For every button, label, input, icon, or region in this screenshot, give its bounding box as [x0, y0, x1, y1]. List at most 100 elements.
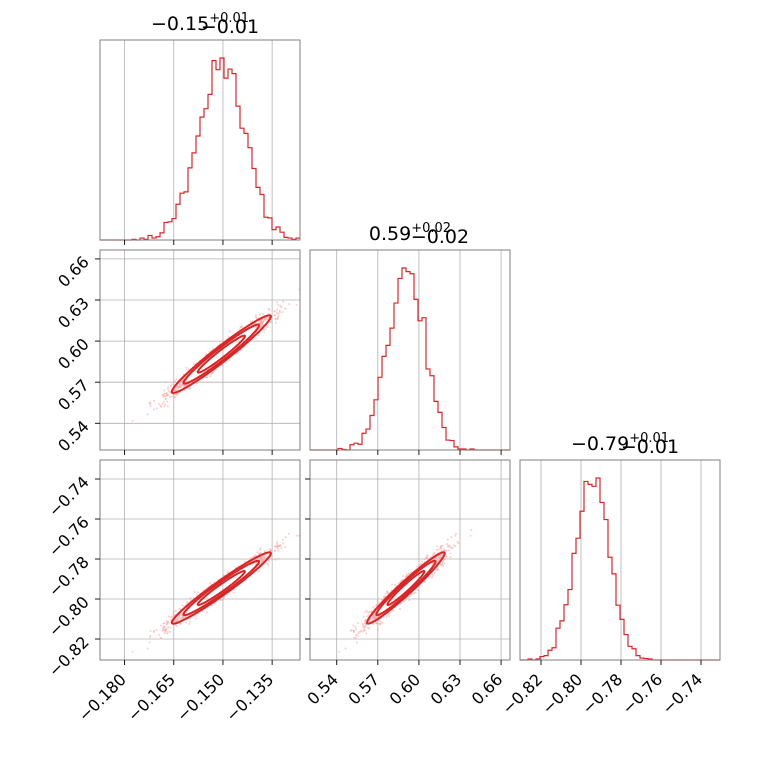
sample-point — [169, 626, 172, 629]
sample-point — [364, 611, 367, 614]
sample-point — [278, 544, 281, 547]
x-tick-label: −0.150 — [173, 670, 228, 725]
sample-point — [166, 400, 169, 403]
sample-point — [456, 541, 459, 544]
sample-point — [197, 591, 200, 594]
sample-point — [163, 392, 166, 395]
y-tick-label: 0.66 — [54, 252, 93, 291]
sample-point — [284, 307, 287, 310]
sample-point — [193, 590, 196, 593]
sample-point — [255, 314, 258, 317]
sample-point — [369, 617, 372, 620]
sample-point — [440, 547, 443, 550]
sample-point — [441, 544, 444, 547]
sample-point — [423, 558, 426, 561]
sample-point — [163, 389, 166, 392]
sample-point — [179, 616, 182, 619]
sample-point — [180, 380, 183, 383]
sample-point — [277, 545, 280, 548]
sample-point — [295, 303, 298, 306]
sample-point — [262, 313, 265, 316]
sample-point — [443, 562, 446, 565]
y-tick-label: 0.54 — [54, 417, 93, 456]
sample-point — [158, 403, 161, 406]
sample-point — [149, 405, 152, 408]
sample-point — [384, 594, 387, 597]
sample-point — [376, 628, 379, 631]
sample-point — [181, 615, 184, 618]
sample-point — [447, 549, 450, 552]
sample-point — [149, 630, 152, 633]
sample-point — [273, 314, 276, 317]
contour-level — [386, 570, 426, 606]
sample-point — [265, 554, 268, 557]
sample-point — [408, 595, 411, 598]
sample-point — [174, 609, 177, 612]
sample-point — [276, 308, 279, 311]
histogram-2 — [520, 477, 720, 661]
sample-point — [174, 396, 177, 399]
sample-point — [274, 558, 277, 561]
sample-point — [258, 552, 261, 555]
sample-point — [228, 359, 231, 362]
sample-point — [413, 592, 416, 595]
sample-point — [454, 532, 457, 535]
sample-point — [304, 529, 306, 531]
sample-point — [402, 575, 405, 578]
sample-point — [155, 629, 158, 632]
sample-point — [276, 311, 279, 314]
x-tick-label: 0.57 — [344, 670, 383, 709]
sample-point — [148, 641, 151, 644]
sample-point — [357, 622, 360, 625]
sample-point — [172, 393, 175, 396]
sample-point — [454, 545, 457, 548]
hist-panel-0: −0.15+0.01−0.01 — [99, 11, 301, 245]
sample-point — [420, 562, 423, 565]
sample-point — [388, 615, 391, 618]
sample-point — [189, 596, 192, 599]
sample-point — [167, 621, 170, 624]
sample-point — [275, 301, 278, 304]
sample-point — [273, 558, 276, 561]
y-tick-label: 0.57 — [54, 376, 93, 415]
sample-point — [390, 589, 393, 592]
sample-point — [226, 571, 229, 574]
sample-point — [194, 617, 197, 620]
y-tick-label: −0.74 — [45, 472, 93, 520]
sample-point — [279, 305, 282, 308]
sample-point — [433, 572, 436, 575]
sample-point — [281, 538, 284, 541]
sample-point — [281, 311, 284, 314]
sample-point — [232, 591, 235, 594]
sample-point — [177, 615, 180, 618]
sample-point — [212, 347, 215, 350]
sample-point — [449, 556, 452, 559]
panel-frame — [99, 249, 301, 451]
sample-point — [158, 633, 161, 636]
sample-point — [172, 613, 175, 616]
y-tick-label: 0.63 — [54, 293, 93, 332]
x-tick-label: −0.82 — [498, 670, 546, 718]
scatter-points — [131, 529, 306, 653]
sample-point — [389, 611, 392, 614]
sample-point — [277, 314, 280, 317]
sample-point — [173, 380, 176, 383]
sample-point — [364, 619, 367, 622]
sample-point — [205, 611, 208, 614]
sample-point — [259, 557, 262, 560]
contour-level — [182, 559, 261, 617]
x-tick-label: −0.74 — [658, 670, 706, 718]
sample-point — [257, 570, 260, 573]
sample-point — [174, 393, 177, 396]
sample-point — [263, 328, 266, 331]
sample-point — [239, 325, 242, 328]
sample-point — [153, 399, 156, 402]
sample-point — [203, 376, 206, 379]
sample-point — [454, 534, 457, 537]
sample-point — [256, 551, 259, 554]
x-tick-label: −0.180 — [75, 670, 130, 725]
sample-point — [282, 300, 285, 303]
sample-point — [354, 636, 357, 639]
scatter-points — [338, 529, 473, 653]
